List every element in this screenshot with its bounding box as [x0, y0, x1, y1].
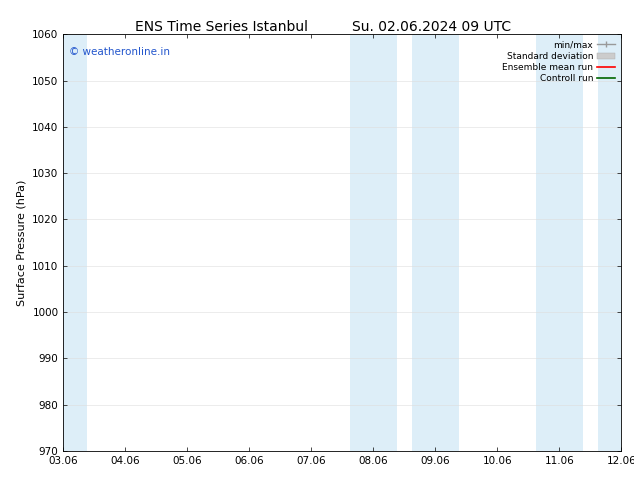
- Bar: [598, 34, 634, 451]
- Bar: [40, 34, 87, 451]
- Text: Su. 02.06.2024 09 UTC: Su. 02.06.2024 09 UTC: [352, 20, 510, 34]
- Bar: [350, 34, 397, 451]
- Bar: [412, 34, 459, 451]
- Text: © weatheronline.in: © weatheronline.in: [69, 47, 170, 57]
- Bar: [536, 34, 583, 451]
- Y-axis label: Surface Pressure (hPa): Surface Pressure (hPa): [16, 179, 27, 306]
- Text: ENS Time Series Istanbul: ENS Time Series Istanbul: [136, 20, 308, 34]
- Legend: min/max, Standard deviation, Ensemble mean run, Controll run: min/max, Standard deviation, Ensemble me…: [500, 39, 617, 85]
